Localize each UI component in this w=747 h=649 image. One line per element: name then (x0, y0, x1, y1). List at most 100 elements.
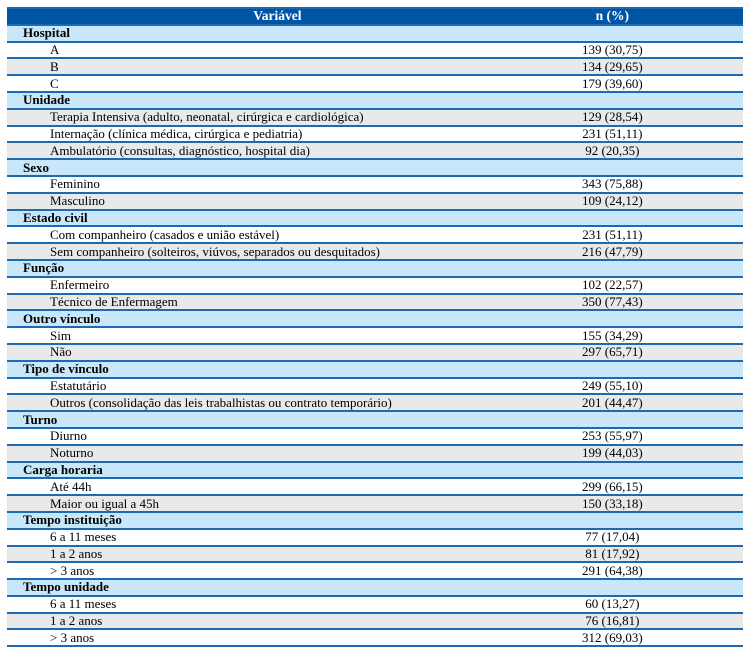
row-value: 129 (28,54) (582, 109, 643, 125)
table-row: Masculino 109 (24,12) (7, 192, 743, 210)
row-label: Ambulatório (consultas, diagnóstico, hos… (50, 142, 310, 158)
row-label: Maior ou igual a 45h (50, 495, 160, 511)
section-label: Sexo (23, 159, 49, 175)
table-row: Maior ou igual a 45h 150 (33,18) (7, 495, 743, 512)
row-value: 231 (51,11) (582, 125, 643, 141)
document-page: Variável n (%) Hospital A 139 (30,75) B 134 … (7, 7, 743, 647)
table-header-row: Variável n (%) (7, 8, 743, 25)
section-label: Tempo unidade (23, 579, 109, 595)
table-row: Terapia Intensiva (adulto, neonatal, cir… (7, 108, 743, 126)
row-label: Até 44h (50, 478, 92, 494)
row-label: Enfermeiro (50, 277, 110, 293)
table-row: Enfermeiro 102 (22,57) (7, 276, 743, 294)
table-row: Feminino 343 (75,88) (7, 175, 743, 193)
table-row: 6 a 11 meses 60 (13,27) (7, 595, 743, 613)
row-value: 350 (77,43) (582, 293, 643, 309)
column-header-variable: Variável (7, 8, 482, 25)
section-row: Hospital (7, 24, 743, 42)
section-row: Estado civil (7, 209, 743, 227)
row-value: 343 (75,88) (582, 176, 643, 192)
variables-table: Variável n (%) Hospital A 139 (30,75) B 134 … (7, 7, 743, 647)
column-header-n-percent: n (%) (482, 8, 743, 25)
row-label: Sem companheiro (solteiros, viúvos, sepa… (50, 243, 380, 259)
table-row: Noturno 199 (44,03) (7, 444, 743, 462)
table-row: Sem companheiro (solteiros, viúvos, sepa… (7, 243, 743, 260)
section-row: Outro vínculo (7, 310, 743, 328)
row-value: 102 (22,57) (582, 277, 643, 293)
table-row: > 3 anos 312 (69,03) (7, 629, 743, 647)
table-row: Com companheiro (casados e união estável… (7, 226, 743, 244)
row-label: > 3 anos (50, 629, 95, 645)
row-value: 92 (20,35) (585, 142, 640, 158)
section-row: Carga horaria (7, 461, 743, 479)
section-label: Outro vínculo (23, 310, 101, 326)
section-label: Estado civil (23, 209, 88, 225)
section-row: Turno (7, 411, 743, 428)
table-row: 6 a 11 meses 77 (17,04) (7, 528, 743, 546)
section-row: Tempo instituição (7, 511, 743, 529)
row-label: 1 a 2 anos (50, 613, 103, 629)
column-header-variable-label: Variável (253, 8, 302, 24)
table-row: Até 44h 299 (66,15) (7, 478, 743, 496)
table-row: A 139 (30,75) (7, 41, 743, 59)
row-label: 1 a 2 anos (50, 545, 103, 561)
row-label: C (50, 75, 59, 91)
row-value: 216 (47,79) (582, 243, 643, 259)
table-row: C 179 (39,60) (7, 75, 743, 92)
row-value: 299 (66,15) (582, 478, 643, 494)
row-label: Feminino (50, 176, 100, 192)
row-label: Técnico de Enfermagem (50, 293, 178, 309)
section-label: Hospital (23, 25, 70, 41)
row-value: 76 (16,81) (585, 613, 640, 629)
column-header-n-percent-label: n (%) (595, 8, 630, 24)
table-row: Ambulatório (consultas, diagnóstico, hos… (7, 142, 743, 160)
section-row: Unidade (7, 91, 743, 109)
row-label: Sim (50, 327, 71, 343)
row-value: 77 (17,04) (585, 529, 640, 545)
row-label: A (50, 41, 60, 57)
section-label: Função (23, 260, 65, 276)
row-value: 199 (44,03) (582, 445, 643, 461)
table-row: Técnico de Enfermagem 350 (77,43) (7, 293, 743, 311)
table-row: > 3 anos 291 (64,38) (7, 562, 743, 580)
row-label: Estatutário (50, 377, 107, 393)
row-value: 155 (34,29) (582, 327, 643, 343)
row-label: Outros (consolidação das leis trabalhist… (50, 394, 392, 410)
row-value: 150 (33,18) (582, 495, 643, 511)
row-value: 297 (65,71) (582, 344, 643, 360)
row-value: 231 (51,11) (582, 226, 643, 242)
row-value: 109 (24,12) (582, 193, 643, 209)
section-row: Tempo unidade (7, 579, 743, 596)
row-value: 179 (39,60) (582, 75, 643, 91)
row-label: Diurno (50, 428, 87, 444)
section-label: Tempo instituição (23, 512, 122, 528)
table-body: Hospital A 139 (30,75) B 134 (29,65) C 179 (39… (7, 24, 743, 647)
row-label: > 3 anos (50, 562, 95, 578)
section-row: Tipo de vínculo (7, 360, 743, 378)
row-label: 6 a 11 meses (50, 529, 117, 545)
row-value: 134 (29,65) (582, 58, 643, 74)
row-label: B (50, 58, 59, 74)
table-row: 1 a 2 anos 76 (16,81) (7, 612, 743, 630)
row-label: Não (50, 344, 72, 360)
row-value: 139 (30,75) (582, 41, 643, 57)
row-value: 60 (13,27) (585, 596, 640, 612)
row-label: Com companheiro (casados e união estável… (50, 226, 280, 242)
row-value: 81 (17,92) (585, 545, 640, 561)
table-row: Internação (clínica médica, cirúrgica e … (7, 125, 743, 143)
section-label: Unidade (23, 92, 70, 108)
row-value: 201 (44,47) (582, 394, 643, 410)
table-row: Estatutário 249 (55,10) (7, 377, 743, 395)
section-row: Função (7, 259, 743, 277)
table-row: 1 a 2 anos 81 (17,92) (7, 545, 743, 563)
table-row: Sim 155 (34,29) (7, 327, 743, 344)
section-label: Carga horaria (23, 461, 103, 477)
section-label: Turno (23, 411, 58, 427)
table-row: Não 297 (65,71) (7, 343, 743, 361)
section-row: Sexo (7, 159, 743, 176)
row-value: 312 (69,03) (582, 629, 643, 645)
table-row: Outros (consolidação das leis trabalhist… (7, 394, 743, 412)
row-value: 253 (55,97) (582, 428, 643, 444)
row-value: 291 (64,38) (582, 562, 643, 578)
row-label: Terapia Intensiva (adulto, neonatal, cir… (50, 109, 364, 125)
